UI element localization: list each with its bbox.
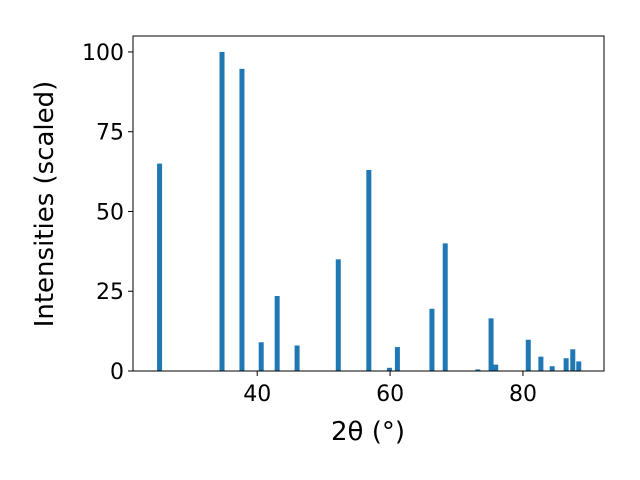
bar — [538, 356, 544, 371]
x-tick-label: 60 — [376, 382, 404, 407]
bar — [157, 163, 163, 371]
x-tick-label: 80 — [509, 382, 537, 407]
bar — [570, 349, 576, 371]
bar — [394, 347, 400, 371]
bar — [549, 366, 555, 371]
bar — [563, 358, 569, 371]
plot-frame — [132, 35, 605, 372]
bar — [386, 367, 392, 371]
bar — [274, 296, 280, 371]
y-tick-label: 50 — [96, 200, 124, 225]
x-tick-label: 40 — [243, 382, 271, 407]
bar — [475, 369, 481, 371]
bar — [294, 345, 300, 371]
bar — [366, 170, 372, 371]
bar — [429, 308, 435, 371]
bar — [258, 342, 264, 371]
bar — [239, 68, 245, 371]
y-tick-label: 100 — [82, 41, 124, 66]
y-tick-label: 25 — [96, 280, 124, 305]
bar — [576, 361, 582, 371]
y-axis-label: Intensities (scaled) — [30, 81, 60, 328]
bar — [493, 364, 499, 371]
bar — [442, 243, 448, 371]
x-axis-label: 2θ (°) — [331, 417, 405, 447]
y-tick-label: 0 — [110, 360, 124, 385]
bar — [525, 339, 531, 371]
y-tick-label: 75 — [96, 121, 124, 146]
bar — [219, 51, 225, 371]
bar — [488, 318, 494, 371]
bar — [335, 259, 341, 371]
